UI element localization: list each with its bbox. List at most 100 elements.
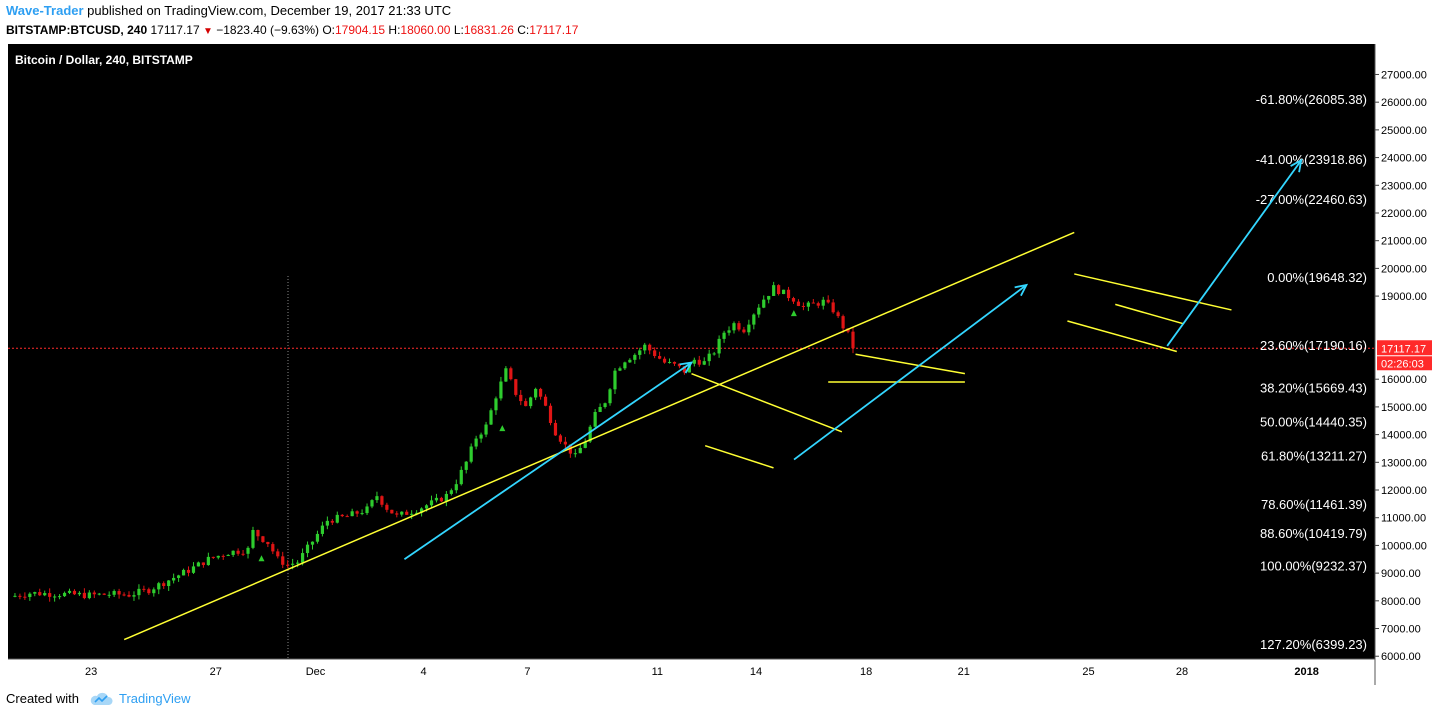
candle-up xyxy=(529,397,533,407)
candle-down xyxy=(147,589,151,594)
fib-level-label: 0.00%(19648.32) xyxy=(1267,270,1367,285)
candle-down xyxy=(563,441,567,445)
projection-arrow xyxy=(403,361,693,561)
candle-up xyxy=(499,381,503,399)
candle-up xyxy=(57,596,62,598)
candle-up xyxy=(246,547,250,554)
candle-down xyxy=(236,550,240,554)
trendline xyxy=(1067,320,1177,353)
candle-up xyxy=(33,592,37,594)
candle-up xyxy=(598,406,602,412)
candle-up xyxy=(623,362,627,369)
candle-down xyxy=(524,401,528,407)
candle-down xyxy=(543,396,548,406)
candle-down xyxy=(514,379,518,395)
candle-up xyxy=(296,562,300,564)
candle-up xyxy=(172,577,176,581)
candle-down xyxy=(261,536,265,542)
x-tick-label: Dec xyxy=(306,666,326,678)
candle-up xyxy=(489,410,493,425)
candle-up xyxy=(370,500,374,507)
candle-down xyxy=(672,361,677,364)
high-label: H: xyxy=(388,23,401,37)
candle-up xyxy=(469,446,473,462)
candle-up xyxy=(479,434,483,439)
candle-up xyxy=(43,593,47,596)
candle-down xyxy=(345,516,349,518)
candle-up xyxy=(578,447,582,454)
candle-up xyxy=(429,500,434,506)
price-change: −1823.40 (−9.63%) xyxy=(216,23,319,37)
candle-up xyxy=(107,594,111,596)
candle-down xyxy=(23,596,27,598)
y-tick-label: 11000.00 xyxy=(1381,513,1426,525)
candle-up xyxy=(177,575,181,578)
candle-up xyxy=(583,441,587,448)
candle-up xyxy=(474,438,478,447)
signal-marker-icon xyxy=(499,425,506,432)
y-tick-label: 27000.00 xyxy=(1381,69,1427,81)
y-tick-label: 8000.00 xyxy=(1381,596,1421,608)
candle-up xyxy=(603,403,607,407)
candle-up xyxy=(206,556,210,566)
tradingview-logo[interactable]: TradingView xyxy=(89,689,191,709)
candle-down xyxy=(777,285,781,295)
close-value: 17117.17 xyxy=(529,23,579,37)
candle-down xyxy=(662,358,667,363)
candle-up xyxy=(444,493,448,502)
x-tick-label: 2018 xyxy=(1294,666,1318,678)
candle-up xyxy=(449,490,453,494)
footer: Created with TradingView xyxy=(6,688,191,710)
candle-up xyxy=(112,591,116,595)
x-tick-label: 21 xyxy=(958,666,970,678)
candle-up xyxy=(191,566,196,573)
candle-down xyxy=(801,305,806,307)
fib-level-label: -27.00%(22460.63) xyxy=(1256,192,1367,207)
candle-up xyxy=(573,453,577,455)
author-link[interactable]: Wave-Trader xyxy=(6,3,84,18)
y-tick-label: 25000.00 xyxy=(1381,125,1427,137)
candle-down xyxy=(841,316,845,329)
candle-up xyxy=(459,469,463,485)
candle-up xyxy=(181,569,186,576)
candle-up xyxy=(781,289,786,295)
candle-up xyxy=(28,593,32,598)
symbol-label[interactable]: BITSTAMP:BTCUSD, 240 xyxy=(6,23,148,37)
plot-background xyxy=(8,44,1375,659)
y-tick-label: 13000.00 xyxy=(1381,457,1427,469)
candle-down xyxy=(439,497,444,502)
high-value: 18060.00 xyxy=(400,23,451,37)
candle-up xyxy=(335,514,339,523)
candle-down xyxy=(395,513,399,515)
candle-up xyxy=(628,359,632,363)
candle-down xyxy=(538,388,543,397)
candle-down xyxy=(811,302,815,304)
publish-line: Wave-Trader published on TradingView.com… xyxy=(6,3,451,19)
candle-down xyxy=(851,331,855,349)
candle-up xyxy=(419,508,424,513)
y-tick-label: 26000.00 xyxy=(1381,97,1427,109)
candle-up xyxy=(727,330,731,333)
fib-level-label: 100.00%(9232.37) xyxy=(1260,559,1367,574)
candle-down xyxy=(648,344,652,351)
tradingview-brand: TradingView xyxy=(118,691,191,706)
fib-level-label: 78.60%(11461.39) xyxy=(1261,497,1367,512)
candle-up xyxy=(494,398,498,411)
candle-up xyxy=(137,588,141,596)
candle-down xyxy=(380,496,384,505)
candle-down xyxy=(519,394,523,402)
candle-down xyxy=(102,593,106,595)
candle-up xyxy=(167,580,171,587)
candle-up xyxy=(251,530,255,548)
x-tick-label: 25 xyxy=(1082,666,1094,678)
candle-up xyxy=(132,595,136,597)
arrow-head-icon xyxy=(1014,283,1029,297)
y-tick-label: 7000.00 xyxy=(1381,624,1421,636)
created-with-label: Created with xyxy=(6,691,79,706)
candle-up xyxy=(702,361,706,365)
candle-down xyxy=(836,312,840,317)
candle-down xyxy=(385,504,389,510)
fib-level-label: -61.80%(26085.38) xyxy=(1256,92,1367,107)
